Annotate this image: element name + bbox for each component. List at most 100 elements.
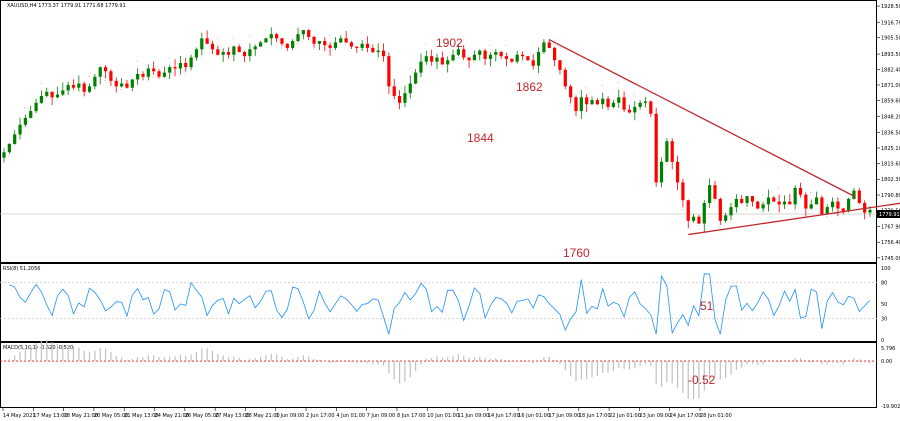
candle-body — [408, 83, 412, 94]
candle-body — [2, 152, 6, 158]
support-trendline — [688, 202, 900, 236]
candle-body — [360, 43, 364, 48]
candle-body — [708, 185, 712, 203]
candle-body — [740, 198, 744, 203]
candle-body — [23, 117, 27, 125]
candle-body — [109, 71, 113, 81]
candle-body — [622, 97, 626, 110]
rsi-panel[interactable]: RSI(8) 51.2056 51 — [0, 263, 877, 342]
candle-body — [125, 83, 129, 88]
time-tick-label: 7 Jun 09:00 — [367, 413, 396, 419]
candle-body — [141, 73, 145, 77]
fractal-marker: ˅ — [746, 208, 748, 213]
fractal-marker: ˄ — [232, 38, 234, 43]
candle-body — [467, 57, 471, 61]
rsi-last-label: 51 — [700, 299, 714, 313]
price-tick-label: 1745.00 — [881, 256, 900, 262]
fractal-marker: ˄ — [489, 44, 491, 49]
candle-body — [590, 100, 594, 105]
candle-body — [654, 113, 658, 183]
fractal-marker: ˄ — [329, 34, 331, 39]
candle-body — [280, 38, 284, 44]
time-tick-label: 11 Jun 09:00 — [458, 413, 490, 419]
rsi-tick-label: 0 — [881, 338, 884, 344]
candle-body — [152, 68, 156, 72]
candle-body — [788, 201, 792, 205]
fractal-marker: ˄ — [40, 82, 42, 87]
fractal-marker: ˄ — [24, 107, 26, 112]
time-tick-label: 2 Jun 17:00 — [306, 413, 335, 419]
macd-panel[interactable]: MACD(5,10,1) -0.520 -0.520 -0.52 — [0, 340, 877, 408]
candle-body — [189, 57, 193, 68]
fractal-marker: ˄ — [778, 187, 780, 192]
time-tick-label: 21 May 13:00 — [124, 413, 158, 419]
price-tick-label: 1848.20 — [881, 114, 900, 120]
time-tick-label: 17 Jun 09:00 — [548, 413, 580, 419]
fractal-marker: ˅ — [842, 215, 844, 220]
time-tick-label: 24 May 21:00 — [155, 413, 189, 419]
price-panel[interactable]: XAUUSD,H4 1773.37 1779.91 1771.68 1779.9… — [0, 0, 900, 263]
candle-body — [184, 63, 188, 68]
candle-body — [569, 86, 573, 98]
candle-body — [857, 190, 861, 203]
fractal-marker: ˅ — [697, 225, 699, 230]
candle-body — [702, 202, 706, 224]
fractal-marker: ˅ — [826, 215, 828, 220]
candle-body — [120, 83, 124, 87]
macd-panel-frame — [0, 342, 877, 408]
price-tick-label: 1928.50 — [881, 4, 900, 10]
candle-body — [462, 49, 466, 58]
candle-body — [403, 93, 407, 103]
candle-body — [515, 54, 519, 62]
fractal-marker: ˅ — [8, 155, 10, 160]
candle-body — [87, 86, 92, 92]
candle-body — [307, 30, 311, 37]
candle-body — [82, 83, 86, 92]
candles-group: ˅ ˄ ˄ ˅ ˅ ˄ ˅ ˅ ˄ ˅ ˄ ˅ ˅ ˄ ˄ ˄ ˄ ˅ ˅ ˅ ˄ ˅ ˄ ˅ ˅ ˄ ˄ ˅ ˅ ˅ ˄ ˄ ˅ ˅ ˄ ˅ ˄ ˄ ˄ ˄… — [2, 27, 872, 232]
candle-body — [478, 50, 482, 55]
candle-body — [146, 68, 150, 77]
candle-body — [681, 182, 685, 201]
candle-body — [77, 83, 81, 88]
fractal-marker: ˅ — [120, 88, 122, 93]
time-tick-label: 18 May 21:00 — [64, 413, 98, 419]
candle-body — [162, 72, 166, 77]
candle-body — [847, 198, 851, 212]
candle-body — [504, 56, 509, 59]
price-tick-label: 1893.50 — [881, 52, 900, 58]
candle-body — [301, 30, 305, 35]
trendlines-group[interactable] — [548, 39, 900, 236]
candle-body — [579, 97, 583, 112]
time-tick-label: 10 Jun 01:00 — [427, 413, 459, 419]
candle-body — [798, 187, 803, 195]
fractal-marker: ˄ — [248, 36, 250, 41]
fractal-marker: ˅ — [377, 58, 379, 63]
candle-body — [136, 73, 140, 80]
fractal-marker: ˅ — [184, 73, 186, 78]
rsi-tick-label: 30 — [881, 316, 887, 322]
candle-body — [606, 98, 610, 107]
fractal-marker: ˅ — [858, 205, 860, 210]
candle-body — [830, 201, 835, 208]
candle-body — [793, 187, 797, 205]
candle-body — [269, 34, 273, 39]
candle-body — [526, 56, 530, 61]
fractal-marker: ˅ — [152, 76, 154, 81]
candle-body — [536, 52, 541, 66]
time-tick-label: 27 May 13:00 — [215, 413, 249, 419]
fractal-marker: ˅ — [313, 49, 315, 54]
candle-body — [804, 194, 808, 209]
candle-body — [440, 57, 444, 65]
fractal-marker: ˅ — [537, 74, 539, 79]
price-axis: 1928.50 1916.70 1905.50 1893.50 1882.40 1871.… — [877, 4, 900, 410]
candle-body — [34, 102, 38, 112]
candle-body — [659, 161, 664, 183]
candle-body — [130, 79, 134, 88]
fractal-marker: ˅ — [665, 164, 667, 169]
candle-body — [836, 201, 840, 209]
candle-body — [585, 97, 589, 105]
candle-body — [39, 95, 44, 103]
time-tick-label: 4 Jun 01:00 — [336, 413, 365, 419]
candle-body — [820, 197, 824, 214]
